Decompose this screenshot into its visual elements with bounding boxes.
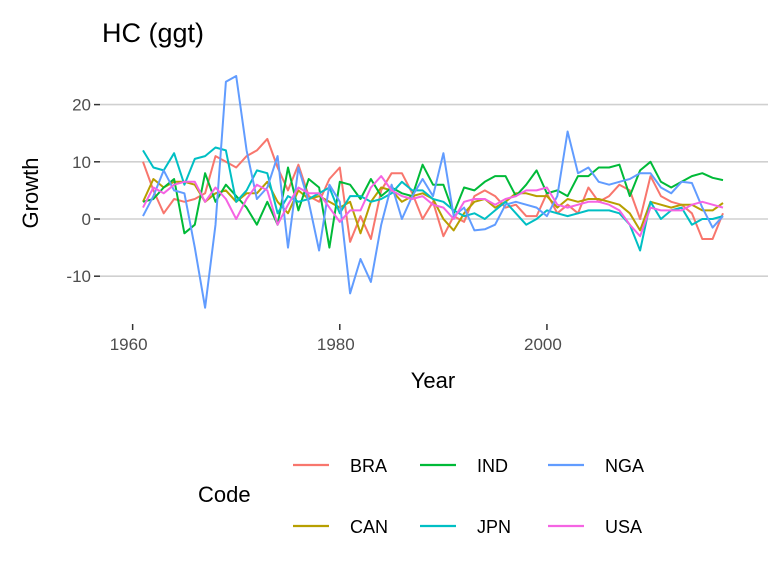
legend-label: BRA bbox=[350, 456, 387, 476]
chart-title: HC (ggt) bbox=[102, 18, 204, 48]
x-tick-label: 2000 bbox=[524, 335, 562, 354]
y-tick-label: 10 bbox=[72, 153, 91, 172]
x-tick-label: 1960 bbox=[110, 335, 148, 354]
y-tick-label: 0 bbox=[82, 210, 91, 229]
y-tick-label: -10 bbox=[66, 267, 91, 286]
legend-label: USA bbox=[605, 517, 642, 537]
y-tick-label: 20 bbox=[72, 96, 91, 115]
series-line-ind bbox=[142, 160, 724, 249]
x-axis-label: Year bbox=[411, 368, 455, 393]
legend-title: Code bbox=[198, 482, 251, 507]
legend-label: NGA bbox=[605, 456, 644, 476]
y-axis-label: Growth bbox=[18, 158, 43, 229]
legend-label: CAN bbox=[350, 517, 388, 537]
x-tick-label: 1980 bbox=[317, 335, 355, 354]
series-line-usa bbox=[142, 175, 724, 238]
series-line-nga bbox=[142, 75, 724, 309]
legend-label: JPN bbox=[477, 517, 511, 537]
legend-label: IND bbox=[477, 456, 508, 476]
